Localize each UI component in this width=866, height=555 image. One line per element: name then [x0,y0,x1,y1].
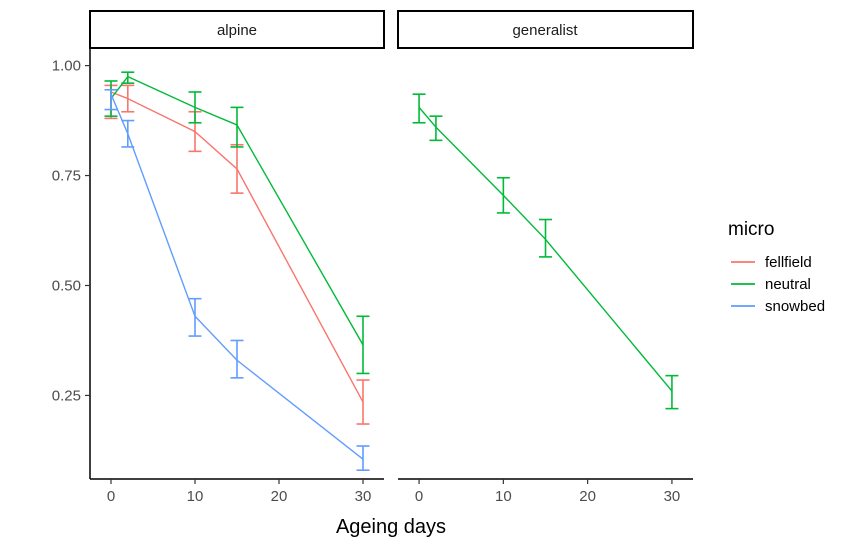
x-axis-ticks-generalist: 0 10 20 30 [415,479,680,505]
legend: micro fellfield neutral snowbed [728,219,825,315]
strip-alpine [89,10,385,49]
panel-generalist: generalist 0 10 20 30 [397,10,694,505]
x-axis-title: Ageing days [336,516,446,538]
error-bar-fellfield [230,143,244,194]
legend-entries: fellfield neutral snowbed [731,254,825,315]
x-tick-label: 30 [664,488,681,505]
x-tick-label: 10 [495,488,512,505]
error-bar-fellfield [356,379,370,425]
x-tick-label: 0 [415,488,423,505]
legend-title: micro [728,219,774,240]
legend-label-neutral: neutral [765,276,811,293]
error-bar-neutral [356,315,370,375]
error-bar-neutral [230,106,244,148]
x-tick-label: 10 [187,488,204,505]
plot-area-alpine [104,71,370,472]
error-bar-neutral [539,218,552,258]
y-tick-label: 0.75 [52,168,81,185]
error-bar-neutral [188,91,202,124]
error-bar-neutral [121,71,135,84]
error-bar-neutral [496,176,510,214]
error-bar-snowbed [104,88,118,111]
error-bar-snowbed [121,119,135,148]
strip-label-generalist: generalist [512,22,578,39]
x-tick-label: 30 [355,488,372,505]
x-tick-label: 20 [579,488,596,505]
legend-label-snowbed: snowbed [765,298,825,315]
error-bar-neutral [412,93,426,124]
error-bar-snowbed [188,297,202,337]
plot-area-generalist [412,93,679,410]
strip-generalist [397,10,694,49]
y-tick-label: 0.25 [52,387,81,404]
error-bar-fellfield [121,84,135,113]
y-tick-label: 1.00 [52,58,81,75]
panel-alpine: alpine 0.25 0.50 0.75 1.00 0 10 20 30 [52,10,385,505]
x-tick-label: 20 [271,488,288,505]
error-bar-neutral [429,115,443,142]
error-bar-neutral [665,374,679,410]
x-tick-label: 0 [107,488,115,505]
strip-label-alpine: alpine [217,22,257,39]
y-tick-label: 0.50 [52,277,81,294]
x-axis-ticks-alpine: 0 10 20 30 [107,479,372,505]
error-bar-snowbed [230,339,244,379]
error-bar-snowbed [356,445,370,472]
legend-label-fellfield: fellfield [765,254,812,271]
y-axis-ticks: 0.25 0.50 0.75 1.00 [52,58,90,404]
